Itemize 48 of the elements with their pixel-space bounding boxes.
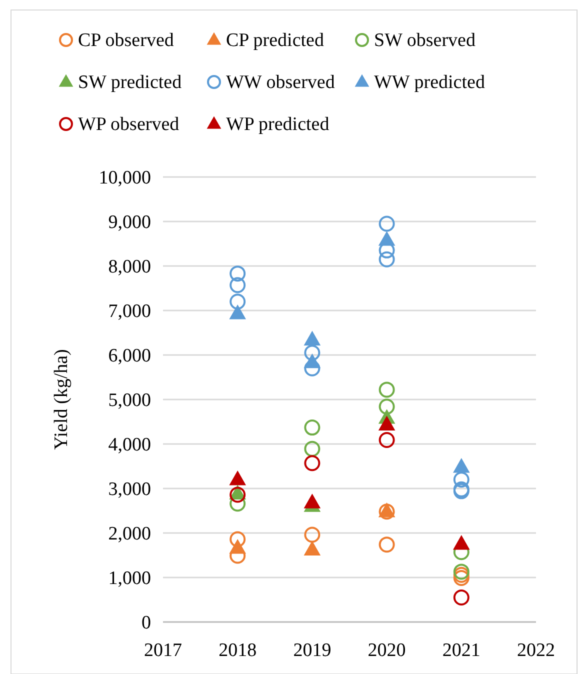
x-tick-label: 2020 [368,640,406,661]
y-tick-label: 7,000 [108,301,151,322]
point [453,590,470,606]
point [304,360,320,376]
y-tick-label: 0 [142,612,151,634]
x-tick-label: 2018 [218,640,257,661]
point [378,536,395,553]
legend-label: CP predicted [226,30,324,51]
point [230,486,246,503]
legend-label: WP observed [78,114,180,135]
point [230,531,246,548]
y-tick-label: 10,000 [98,168,151,189]
legend-label: SW predicted [78,72,182,93]
point [304,440,320,457]
y-tick-label: 2,000 [108,524,151,545]
y-tick-label: 3,000 [108,479,151,500]
point [453,570,470,586]
point [378,251,395,268]
y-tick-label: 1,000 [108,568,151,590]
x-tick-label: 2019 [293,640,332,661]
legend-label: WW predicted [374,72,486,93]
legend-label: WW observed [226,72,336,93]
point [378,216,395,232]
y-tick-label: 6,000 [108,346,151,367]
legend-label: WP predicted [226,114,330,135]
x-tick-label: 2022 [517,640,555,661]
legend-label: SW observed [374,30,476,51]
point [304,420,320,436]
point [378,398,395,415]
y-tick-label: 4,000 [108,434,151,456]
point [230,266,246,282]
point [304,526,320,543]
point [453,564,470,580]
point [304,455,320,472]
point [230,277,246,294]
y-axis-title: Yield (kg/ha) [51,349,72,450]
point [453,566,470,583]
y-tick-label: 5,000 [108,390,151,412]
y-tick-label: 9,000 [108,212,151,234]
point [230,294,246,310]
point [378,432,395,448]
legend-label: CP observed [78,30,174,51]
point [453,472,470,488]
x-tick-label: 2021 [442,640,480,661]
y-tick-label: 8,000 [108,256,151,278]
point [304,344,320,361]
point [378,382,395,398]
x-tick-label: 2017 [144,640,182,661]
